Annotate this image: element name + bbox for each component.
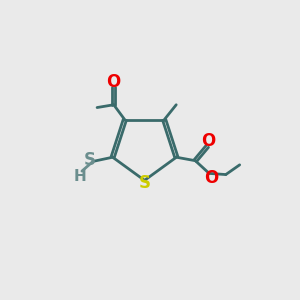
Text: O: O xyxy=(106,73,121,91)
Text: S: S xyxy=(139,174,151,192)
Text: O: O xyxy=(201,132,216,150)
Text: H: H xyxy=(73,169,86,184)
Text: S: S xyxy=(84,151,96,169)
Text: O: O xyxy=(204,169,218,188)
